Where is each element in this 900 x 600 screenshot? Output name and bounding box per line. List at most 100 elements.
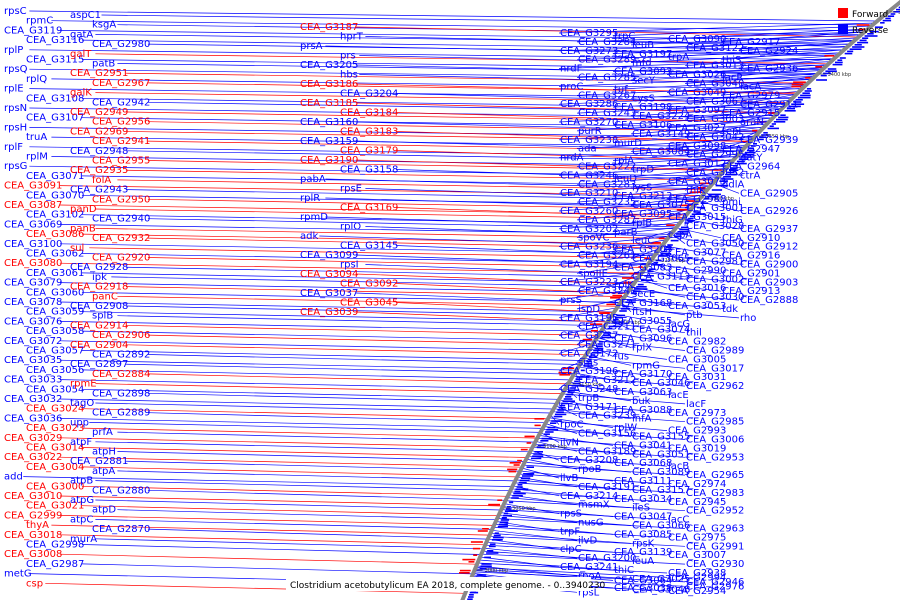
gene-label: CEA_G3039 xyxy=(300,307,358,318)
leader-line xyxy=(537,438,668,449)
gene-label: CEA_G3006 xyxy=(686,435,744,446)
gene-label: CEA_G3183 xyxy=(340,127,398,138)
gene-label: rpsG xyxy=(4,161,27,172)
gene-label: CEA_G3236 xyxy=(560,242,618,253)
gene-label: CEA_G2903 xyxy=(740,277,798,288)
reverse-gene-arrow xyxy=(852,46,865,48)
leader-line xyxy=(125,131,751,142)
reverse-gene-arrow xyxy=(780,114,786,116)
gene-label: CEA_G2974 xyxy=(668,479,726,490)
leader-line xyxy=(489,535,686,547)
leader-line xyxy=(558,76,816,87)
reverse-gene-arrow xyxy=(681,226,689,229)
reverse-gene-arrow xyxy=(757,138,764,141)
forward-gene-arrow xyxy=(685,200,695,202)
leader-line xyxy=(630,70,822,81)
leader-line xyxy=(572,375,686,387)
leader-line xyxy=(612,61,832,72)
leader-line xyxy=(662,245,722,256)
gene-label: CEA_G3156 xyxy=(578,429,636,440)
leader-line xyxy=(666,135,756,147)
reverse-gene-arrow xyxy=(644,275,654,277)
scale-tick-label: 3000 kbp xyxy=(485,568,509,574)
forward-gene-arrow xyxy=(644,257,650,259)
reverse-gene-arrow xyxy=(536,446,545,449)
leader-line xyxy=(612,239,667,250)
forward-gene-arrow xyxy=(638,266,643,268)
leader-line xyxy=(558,271,643,283)
gene-label: infA xyxy=(632,414,652,425)
leader-line xyxy=(630,248,661,259)
forward-gene-arrow xyxy=(679,204,691,207)
leader-line xyxy=(95,402,552,414)
reverse-gene-arrow xyxy=(526,466,534,468)
reverse-gene-arrow xyxy=(708,193,721,196)
leader-line xyxy=(359,55,827,66)
gene-label: ileS xyxy=(632,503,650,514)
gene-label: CEA_G3115 xyxy=(26,55,84,66)
gene-label: rpoB xyxy=(578,464,602,475)
gene-label: prfA xyxy=(92,427,113,438)
reverse-gene-arrow xyxy=(715,184,729,187)
reverse-gene-arrow xyxy=(686,220,695,222)
reverse-gene-arrow xyxy=(576,376,589,378)
leader-line xyxy=(612,221,681,233)
forward-gene-arrow xyxy=(612,294,622,297)
gene-label: CEA_G3168 xyxy=(614,298,672,309)
reverse-gene-arrow xyxy=(759,136,767,138)
gene-label: CEA_G3238 xyxy=(560,135,618,146)
leader-line xyxy=(147,237,661,249)
gene-label: rpsL xyxy=(578,587,600,598)
gene-label: panB xyxy=(70,223,96,234)
leader-line xyxy=(101,14,873,26)
forward-gene-arrow xyxy=(622,277,635,279)
leader-line xyxy=(684,108,782,120)
gene-label: CEA_G2911 xyxy=(740,99,798,110)
leader-line xyxy=(684,179,716,191)
reverse-gene-arrow xyxy=(517,484,523,486)
gene-label: CEA_G3079 xyxy=(4,278,62,289)
gene-label: CEA_G3073 xyxy=(668,176,726,187)
leader-line xyxy=(81,408,549,420)
leader-line xyxy=(666,28,868,40)
reverse-gene-arrow xyxy=(663,248,673,251)
reverse-gene-arrow xyxy=(586,360,592,363)
gene-label: CEA_G2905 xyxy=(740,188,798,199)
forward-gene-arrow xyxy=(590,330,598,332)
leader-line xyxy=(482,550,632,562)
reverse-gene-arrow xyxy=(854,44,862,46)
gene-label: trpF xyxy=(560,526,580,537)
gene-label: upp xyxy=(70,417,89,428)
leader-line xyxy=(666,206,694,218)
forward-gene-arrow xyxy=(606,303,616,306)
gene-label: CEA_G3021 xyxy=(26,501,84,512)
gene-label: CEA_G3041 xyxy=(614,440,672,451)
gene-label: CEA_G3189 xyxy=(578,446,636,457)
leader-line xyxy=(81,388,560,400)
leader-line xyxy=(51,20,866,32)
reverse-gene-arrow xyxy=(732,165,738,167)
leader-line xyxy=(395,112,769,123)
forward-gene-arrow xyxy=(507,468,518,471)
gene-label: mfd xyxy=(632,58,652,69)
gene-label: CEA_G3243 xyxy=(578,108,636,119)
leader-line xyxy=(59,321,602,332)
reverse-gene-arrow xyxy=(857,41,869,44)
leader-line xyxy=(81,97,783,109)
leader-line xyxy=(45,582,466,594)
gene-label: CEA_G3058 xyxy=(26,326,84,337)
gene-label: patB xyxy=(92,59,115,70)
leader-line xyxy=(546,420,668,431)
leader-line xyxy=(59,418,543,429)
reverse-gene-arrow xyxy=(667,244,673,246)
reverse-gene-arrow xyxy=(786,107,795,110)
leader-line xyxy=(59,243,656,255)
gene-label: CEA_G3042 xyxy=(686,132,744,143)
gene-label: CEA_G2884 xyxy=(92,369,150,380)
gene-label: rplE xyxy=(4,84,24,95)
leader-line xyxy=(95,208,684,220)
gene-label: CEA_G3076 xyxy=(4,316,62,327)
gene-label: CEA_G3016 xyxy=(668,283,726,294)
gene-label: thyA xyxy=(26,520,49,531)
leader-line xyxy=(558,307,618,319)
